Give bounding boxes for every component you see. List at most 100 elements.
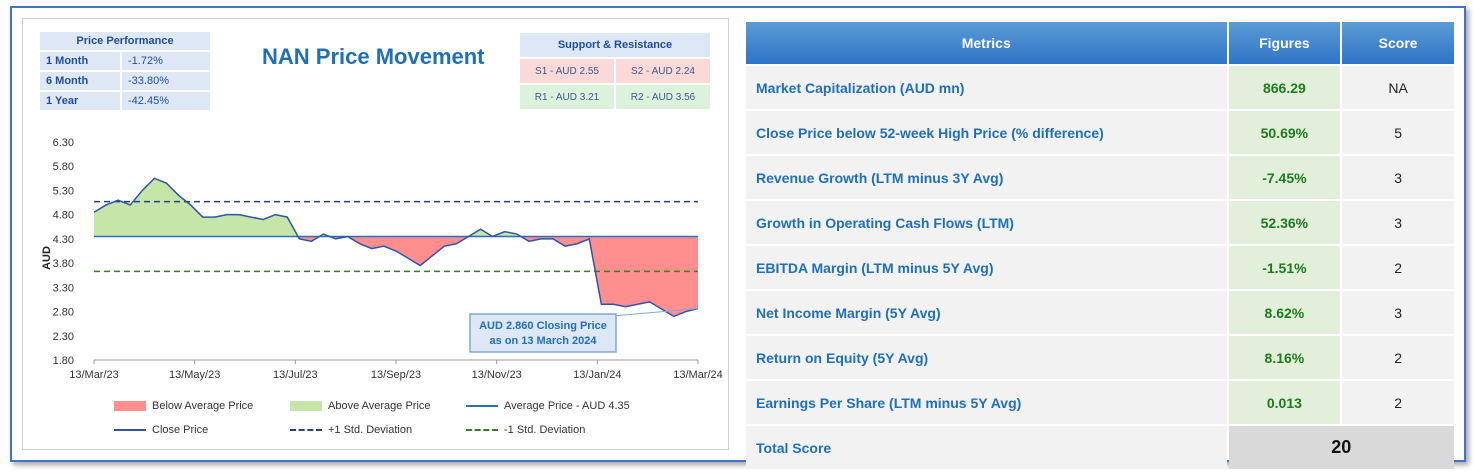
table-row: Net Income Margin (5Y Avg) 8.62% 3 bbox=[746, 291, 1454, 334]
price-performance-title: Price Performance bbox=[40, 32, 210, 50]
y-tick-label: 1.80 bbox=[53, 355, 74, 367]
metric-label: Market Capitalization (AUD mn) bbox=[746, 66, 1227, 109]
x-tick-label: 13/Nov/23 bbox=[472, 369, 522, 381]
metric-score: 2 bbox=[1342, 381, 1454, 424]
legend-label: Average Price - AUD 4.35 bbox=[504, 400, 630, 412]
metric-score: 3 bbox=[1342, 156, 1454, 199]
table-row: 1 Year -42.45% bbox=[40, 92, 210, 110]
legend-label: Close Price bbox=[152, 424, 209, 436]
table-row: R1 - AUD 3.21 R2 - AUD 3.56 bbox=[520, 85, 710, 109]
table-row: Market Capitalization (AUD mn) 866.29 NA bbox=[746, 66, 1454, 109]
legend-minus1: -1 Std. Deviation bbox=[466, 424, 585, 436]
resistance-1: R1 - AUD 3.21 bbox=[520, 85, 614, 109]
legend-swatch bbox=[114, 429, 146, 431]
metric-figure: 0.013 bbox=[1228, 381, 1341, 424]
y-tick-label: 2.30 bbox=[53, 331, 74, 343]
legend-swatch bbox=[466, 429, 498, 431]
metric-figure: 866.29 bbox=[1228, 66, 1341, 109]
table-row: 1 Month -1.72% bbox=[40, 52, 210, 70]
y-tick-label: 3.30 bbox=[53, 282, 74, 294]
table-row: S1 - AUD 2.55 S2 - AUD 2.24 bbox=[520, 59, 710, 83]
x-tick-label: 13/Sep/23 bbox=[371, 369, 421, 381]
table-row: Earnings Per Share (LTM minus 5Y Avg) 0.… bbox=[746, 381, 1454, 424]
metric-label: Growth in Operating Cash Flows (LTM) bbox=[746, 201, 1227, 244]
x-tick-label: 13/Jan/24 bbox=[573, 369, 621, 381]
price-performance-table: Price Performance 1 Month -1.72% 6 Month… bbox=[38, 30, 212, 112]
y-tick-label: 5.30 bbox=[53, 185, 74, 197]
metrics-table: Metrics Figures Score Market Capitalizat… bbox=[744, 20, 1456, 471]
support-resistance-title: Support & Resistance bbox=[520, 33, 710, 57]
legend-above: Above Average Price bbox=[290, 400, 431, 412]
legend-average: Average Price - AUD 4.35 bbox=[466, 400, 630, 412]
metric-label: Return on Equity (5Y Avg) bbox=[746, 336, 1227, 379]
metric-figure: 52.36% bbox=[1228, 201, 1341, 244]
metric-score: 2 bbox=[1342, 336, 1454, 379]
support-resistance-table: Support & Resistance S1 - AUD 2.55 S2 - … bbox=[518, 31, 712, 111]
legend-plus1: +1 Std. Deviation bbox=[290, 424, 412, 436]
above-average-area bbox=[468, 229, 521, 237]
table-row: Close Price below 52-week High Price (% … bbox=[746, 111, 1454, 154]
y-axis-label: AUD bbox=[41, 246, 53, 270]
perf-value: -33.80% bbox=[122, 72, 210, 90]
callout-line-1: AUD 2.860 Closing Price bbox=[479, 320, 607, 332]
y-tick-label: 3.80 bbox=[53, 258, 74, 270]
metric-figure: -1.51% bbox=[1228, 246, 1341, 289]
legend-label: +1 Std. Deviation bbox=[328, 424, 413, 436]
below-average-area bbox=[520, 236, 698, 317]
chart-title: NAN Price Movement bbox=[262, 44, 485, 69]
metric-score: 3 bbox=[1342, 291, 1454, 334]
x-tick-label: 13/Mar/24 bbox=[673, 369, 723, 381]
y-tick-label: 4.80 bbox=[53, 210, 74, 222]
axis-layer: 6.30 5.80 5.30 4.80 4.30 3.80 3.30 2.80 2.30 1.80… bbox=[53, 137, 723, 381]
legend-label: Below Average Price bbox=[152, 400, 254, 412]
perf-value: -42.45% bbox=[122, 92, 210, 110]
legend-swatch bbox=[290, 401, 322, 411]
perf-label: 6 Month bbox=[40, 72, 120, 90]
legend-swatch bbox=[290, 429, 322, 431]
metric-label: EBITDA Margin (LTM minus 5Y Avg) bbox=[746, 246, 1227, 289]
header-figures: Figures bbox=[1228, 22, 1341, 64]
legend-swatch bbox=[466, 405, 498, 407]
legend-label: Above Average Price bbox=[328, 400, 431, 412]
metric-score: 5 bbox=[1342, 111, 1454, 154]
support-1: S1 - AUD 2.55 bbox=[520, 59, 614, 83]
metric-figure: -7.45% bbox=[1228, 156, 1341, 199]
metric-label: Revenue Growth (LTM minus 3Y Avg) bbox=[746, 156, 1227, 199]
header-score: Score bbox=[1342, 22, 1454, 64]
metric-score: NA bbox=[1342, 66, 1454, 109]
table-row: Return on Equity (5Y Avg) 8.16% 2 bbox=[746, 336, 1454, 379]
y-tick-label: 2.80 bbox=[53, 307, 74, 319]
legend-close: Close Price bbox=[114, 424, 208, 436]
header-metrics: Metrics bbox=[746, 22, 1227, 64]
perf-label: 1 Year bbox=[40, 92, 120, 110]
y-tick-label: 6.30 bbox=[53, 137, 74, 149]
below-average-area bbox=[347, 236, 469, 266]
area-layer bbox=[94, 178, 698, 317]
metric-label: Net Income Margin (5Y Avg) bbox=[746, 291, 1227, 334]
close-price-line bbox=[93, 177, 699, 318]
y-tick-label: 5.80 bbox=[53, 161, 74, 173]
table-row: Revenue Growth (LTM minus 3Y Avg) -7.45%… bbox=[746, 156, 1454, 199]
line-layer bbox=[93, 177, 699, 318]
table-row: Growth in Operating Cash Flows (LTM) 52.… bbox=[746, 201, 1454, 244]
y-tick-label: 4.30 bbox=[53, 234, 74, 246]
table-row: 6 Month -33.80% bbox=[40, 72, 210, 90]
total-score-value: 20 bbox=[1228, 426, 1454, 469]
table-row: EBITDA Margin (LTM minus 5Y Avg) -1.51% … bbox=[746, 246, 1454, 289]
callout-box bbox=[469, 313, 617, 353]
total-row: Total Score 20 bbox=[746, 426, 1454, 469]
resistance-2: R2 - AUD 3.56 bbox=[616, 85, 710, 109]
support-2: S2 - AUD 2.24 bbox=[616, 59, 710, 83]
price-chart: 6.30 5.80 5.30 4.80 4.30 3.80 3.30 2.80 2.30 1.80… bbox=[41, 137, 723, 381]
x-tick-label: 13/May/23 bbox=[169, 369, 220, 381]
perf-label: 1 Month bbox=[40, 52, 120, 70]
metric-label: Close Price below 52-week High Price (% … bbox=[746, 111, 1227, 154]
x-tick-label: 13/Jul/23 bbox=[273, 369, 318, 381]
metric-score: 2 bbox=[1342, 246, 1454, 289]
below-average-area bbox=[298, 236, 320, 242]
legend-below: Below Average Price bbox=[114, 400, 253, 412]
legend-label: -1 Std. Deviation bbox=[504, 424, 586, 436]
metric-figure: 8.62% bbox=[1228, 291, 1341, 334]
closing-price-callout: AUD 2.860 Closing Price as on 13 March 2… bbox=[469, 308, 699, 353]
metric-figure: 50.69% bbox=[1228, 111, 1341, 154]
